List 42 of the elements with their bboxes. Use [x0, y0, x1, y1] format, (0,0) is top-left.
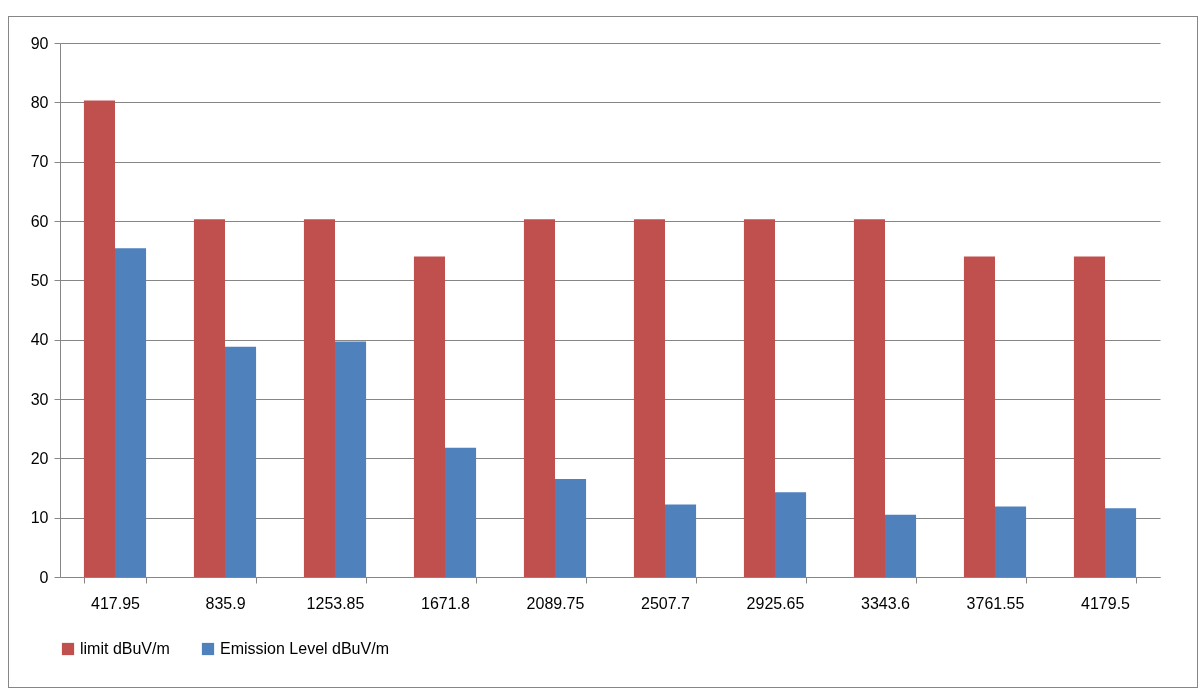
- legend-label: limit dBuV/m: [80, 640, 170, 657]
- bar: [885, 514, 917, 577]
- x-tick-label: 4179.5: [1081, 594, 1131, 612]
- bar: [83, 100, 115, 577]
- bar: [995, 506, 1027, 577]
- y-tick-label: 60: [30, 212, 49, 230]
- legend-label: Emission Level dBuV/m: [220, 640, 389, 657]
- y-tick-label: 40: [30, 331, 49, 349]
- bar: [853, 219, 885, 577]
- y-tick-label: 90: [30, 34, 49, 52]
- x-tick-label: 1671.8: [421, 594, 471, 612]
- y-tick-label: 50: [30, 271, 49, 289]
- x-tick-label: 835.9: [205, 594, 246, 612]
- bar: [1105, 508, 1137, 577]
- x-tick-label: 2925.65: [746, 594, 805, 612]
- y-tick-label: 0: [39, 568, 49, 586]
- bar: [665, 504, 697, 577]
- x-tick-label: 3343.6: [861, 594, 911, 612]
- y-tick-label: 30: [30, 390, 49, 408]
- bar: [335, 341, 367, 577]
- bar: [523, 219, 555, 577]
- bar: [775, 492, 807, 577]
- x-tick-label: 417.95: [91, 594, 141, 612]
- bar: [193, 219, 225, 577]
- bar: [555, 479, 587, 577]
- x-tick-label: 1253.85: [306, 594, 365, 612]
- bar: [303, 219, 335, 577]
- bar: [633, 219, 665, 577]
- bar: [963, 256, 995, 577]
- y-tick-label: 80: [30, 93, 49, 111]
- y-tick-label: 10: [30, 509, 49, 527]
- bar: [413, 256, 445, 577]
- y-tick-label: 20: [30, 449, 49, 467]
- x-tick-label: 2089.75: [526, 594, 585, 612]
- bar: [445, 447, 477, 577]
- y-tick-label: 70: [30, 153, 49, 171]
- x-tick-label: 2507.7: [641, 594, 691, 612]
- x-tick-label: 3761.55: [966, 594, 1025, 612]
- bar: [225, 346, 257, 577]
- bar: [743, 219, 775, 577]
- bar: [1073, 256, 1105, 577]
- bar: [115, 248, 147, 577]
